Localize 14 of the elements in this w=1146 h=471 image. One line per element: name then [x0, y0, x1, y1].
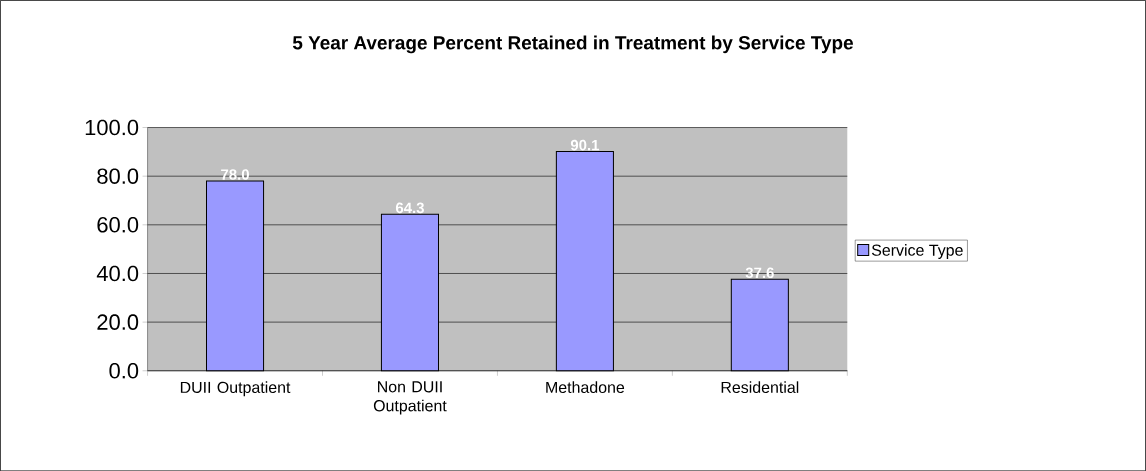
x-tick-label: DUII Outpatient	[180, 381, 291, 397]
legend-label: Service Type	[871, 243, 963, 259]
y-tick-label: 20.0	[97, 314, 139, 330]
chart-title: 5 Year Average Percent Retained in Treatment by Service Type	[292, 35, 853, 54]
x-tick-label: Methadone	[546, 381, 625, 393]
y-tick-label: 0.0	[109, 362, 139, 379]
y-tick-label: 80.0	[97, 168, 139, 184]
y-tick-label: 60.0	[97, 216, 139, 233]
data-label: 90.1	[570, 139, 600, 151]
y-tick-label: 40.0	[96, 265, 139, 282]
y-tick-label: 100.0	[85, 119, 139, 136]
x-tick-label: Non DUII Outpatient	[373, 381, 447, 415]
x-tick-label: Residential	[721, 381, 799, 393]
data-label: 64.3	[395, 202, 424, 214]
